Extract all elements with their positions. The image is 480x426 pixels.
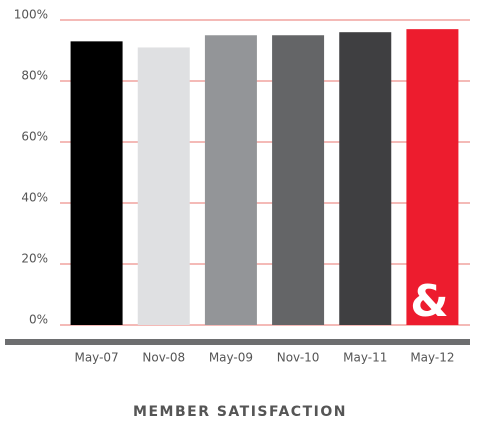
bar [137, 47, 190, 325]
x-tick-label: May-07 [74, 351, 118, 365]
baseline [5, 339, 470, 345]
y-tick-label: 80% [21, 69, 48, 83]
x-tick-label: Nov-08 [142, 351, 185, 365]
y-tick-label: 20% [21, 252, 48, 266]
x-tick-label: May-11 [343, 351, 387, 365]
y-tick-label: 0% [29, 313, 48, 327]
x-tick-label: Nov-10 [277, 351, 320, 365]
bar [406, 29, 459, 326]
x-tick-label: May-12 [410, 351, 454, 365]
y-tick-label: 60% [21, 130, 48, 144]
chart-title: MEMBER SATISFACTION [133, 404, 347, 420]
bar [70, 41, 123, 325]
bar [339, 32, 392, 325]
x-tick-label: May-09 [209, 351, 253, 365]
bar [204, 35, 257, 325]
y-tick-label: 40% [21, 191, 48, 205]
y-tick-label: 100% [14, 8, 48, 22]
annotation: & [410, 276, 448, 327]
bar [272, 35, 325, 325]
